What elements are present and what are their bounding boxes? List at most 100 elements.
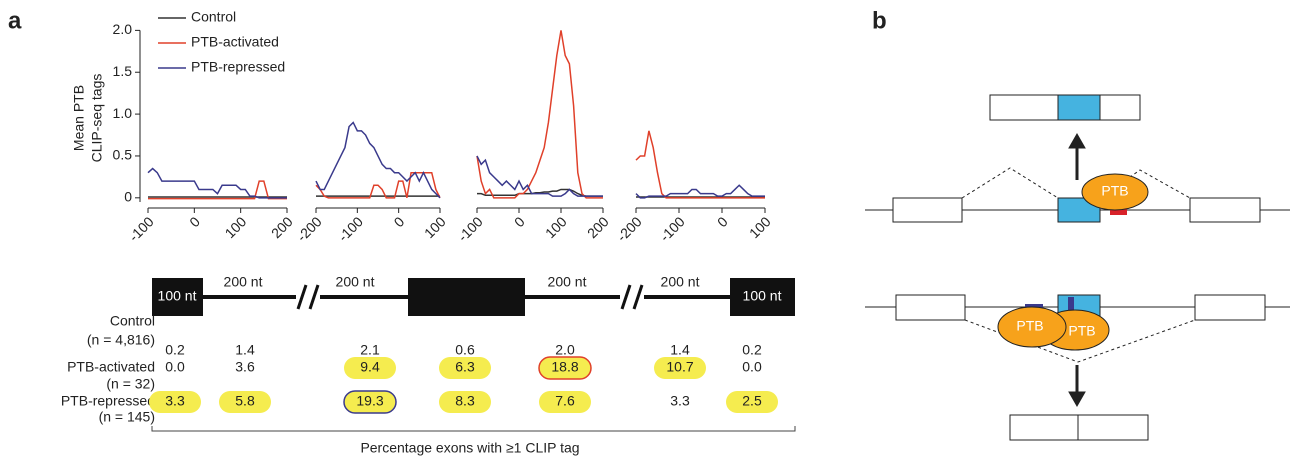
schematic-label: 200 nt bbox=[336, 274, 375, 290]
y-axis-title-line: Mean PTB bbox=[71, 85, 87, 151]
exon-box bbox=[408, 278, 525, 316]
y-axis-title-line: CLIP-seq tags bbox=[89, 74, 105, 163]
y-tick-label: 0 bbox=[124, 189, 132, 205]
series-line bbox=[148, 180, 287, 200]
table-cell: 10.7 bbox=[666, 359, 693, 375]
legend-label: Control bbox=[191, 9, 236, 25]
row-label: (n = 32) bbox=[106, 376, 155, 392]
table-cell: 6.3 bbox=[455, 359, 475, 375]
y-axis-title: Mean PTB CLIP-seq tags bbox=[71, 74, 105, 163]
series-line bbox=[476, 155, 603, 197]
series-line bbox=[477, 188, 603, 197]
table: Percentage exons with ≥1 CLIP tag Contro… bbox=[61, 313, 796, 456]
binding-site bbox=[1068, 297, 1074, 311]
x-tick-label: 100 bbox=[542, 213, 570, 241]
table-cell: 0.6 bbox=[455, 342, 475, 358]
x-tick-label: 200 bbox=[584, 213, 612, 241]
arrow-head bbox=[1068, 391, 1086, 408]
table-cell: 1.4 bbox=[670, 342, 690, 358]
cell-highlight bbox=[726, 391, 778, 413]
table-cell: 3.6 bbox=[235, 359, 255, 375]
ptb-protein bbox=[997, 306, 1067, 348]
table-cell: 9.4 bbox=[360, 359, 380, 375]
table-cell: 5.8 bbox=[235, 393, 255, 409]
x-tick-label: -100 bbox=[657, 213, 688, 244]
ptb-protein bbox=[1081, 173, 1149, 211]
table-cell: 19.3 bbox=[356, 393, 383, 409]
exon-box bbox=[152, 278, 203, 316]
x-tick-label: 0 bbox=[511, 213, 528, 230]
series-line bbox=[635, 184, 765, 199]
y-tick-label: 0.5 bbox=[113, 147, 133, 163]
schematic-label: 200 nt bbox=[661, 274, 700, 290]
schematic-label: 100 nt bbox=[743, 288, 782, 304]
exon-box bbox=[1194, 294, 1266, 321]
panel-label: a bbox=[8, 7, 22, 34]
x-tick-label: -100 bbox=[455, 213, 486, 244]
table-cell: 0.2 bbox=[165, 342, 185, 358]
x-tick-label: 0 bbox=[714, 213, 731, 230]
legend-label: PTB-repressed bbox=[191, 59, 285, 75]
exon-box bbox=[892, 197, 963, 223]
series-line bbox=[476, 30, 603, 199]
series-line bbox=[315, 171, 441, 199]
row-label: PTB-activated bbox=[67, 359, 155, 375]
series-line bbox=[315, 121, 441, 199]
ptb-label: PTB bbox=[1101, 183, 1128, 199]
x-tick-label: 200 bbox=[268, 213, 296, 241]
cell-highlight bbox=[539, 391, 591, 413]
table-cell: 2.1 bbox=[360, 342, 380, 358]
schematic-label: 200 nt bbox=[224, 274, 263, 290]
table-cell: 0.2 bbox=[742, 342, 762, 358]
table-cell: 2.0 bbox=[555, 342, 575, 358]
table-cell: 0.0 bbox=[165, 359, 185, 375]
splice-path bbox=[964, 319, 1196, 363]
exon-box bbox=[895, 294, 966, 321]
table-caption: Percentage exons with ≥1 CLIP tag bbox=[360, 440, 579, 456]
binding-site bbox=[1110, 209, 1127, 215]
cell-highlight bbox=[439, 391, 491, 413]
x-tick-label: -100 bbox=[126, 213, 157, 244]
table-cell: 18.8 bbox=[551, 359, 578, 375]
x-tick-label: 100 bbox=[746, 213, 774, 241]
table-cell: 3.3 bbox=[670, 393, 690, 409]
legend-label: PTB-activated bbox=[191, 34, 279, 50]
splicing-diagram: PTB PTB PTB bbox=[865, 94, 1290, 441]
exon-box bbox=[1009, 414, 1149, 441]
gene-schematic: 100 nt 200 nt 200 nt 200 nt 200 nt 100 n… bbox=[152, 274, 795, 316]
table-cell: 1.4 bbox=[235, 342, 255, 358]
break-mark bbox=[620, 284, 632, 310]
cell-highlight bbox=[439, 357, 491, 379]
series-line bbox=[635, 130, 765, 199]
cell-highlight bbox=[538, 356, 592, 380]
splice-path bbox=[961, 167, 1191, 199]
break-mark bbox=[632, 284, 644, 310]
x-tick-label: 0 bbox=[391, 213, 408, 230]
row-label: PTB-repressed bbox=[61, 393, 155, 409]
ptb-label: PTB bbox=[1068, 323, 1095, 339]
panel-label: b bbox=[872, 7, 887, 34]
table-cell: 2.5 bbox=[742, 393, 762, 409]
table-cell: 3.3 bbox=[165, 393, 185, 409]
y-tick-label: 2.0 bbox=[113, 21, 133, 37]
x-tick-label: -100 bbox=[335, 213, 366, 244]
table-cell: 7.6 bbox=[555, 393, 575, 409]
break-mark bbox=[308, 284, 320, 310]
schematic-label: 100 nt bbox=[158, 288, 197, 304]
cell-highlight bbox=[654, 357, 706, 379]
arrow-head bbox=[1068, 132, 1086, 149]
break-mark bbox=[296, 284, 308, 310]
schematic-label: 200 nt bbox=[548, 274, 587, 290]
cell-highlight bbox=[344, 357, 396, 379]
cell-highlight bbox=[343, 390, 397, 414]
y-tick-label: 1.5 bbox=[113, 63, 133, 79]
row-label: Control bbox=[110, 313, 155, 329]
bracket bbox=[151, 426, 796, 432]
ptb-label: PTB bbox=[1016, 318, 1043, 334]
exon-box bbox=[1189, 197, 1261, 223]
table-cell: 0.0 bbox=[742, 359, 762, 375]
row-label: (n = 145) bbox=[99, 409, 155, 425]
table-cell: 8.3 bbox=[455, 393, 475, 409]
x-tick-label: -200 bbox=[614, 213, 645, 244]
